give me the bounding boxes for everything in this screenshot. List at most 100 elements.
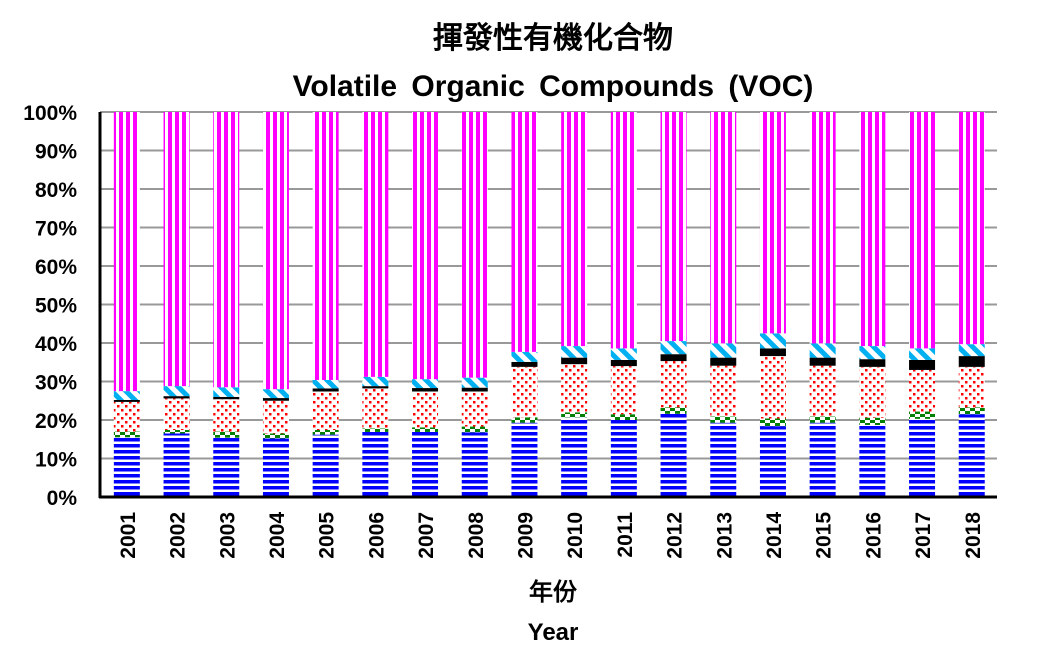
bar-segment-2009-series-5 <box>511 351 538 362</box>
y-tick-label: 90% <box>35 141 77 164</box>
bar-segment-2011-series-5 <box>610 348 637 360</box>
bar-segment-2009-series-2 <box>511 417 538 423</box>
bar-segment-2014-series-1 <box>759 426 786 497</box>
bar-segment-2002-series-6 <box>163 112 190 387</box>
x-tick-label: 2017 <box>912 512 935 559</box>
x-axis-title: 年份 <box>529 578 578 606</box>
bar-segment-2010-series-2 <box>561 412 588 418</box>
bar-segment-2005-series-6 <box>312 112 339 380</box>
bar-segment-2006-series-1 <box>362 431 389 497</box>
x-tick-label: 2003 <box>216 512 239 559</box>
bar-segment-2007-series-2 <box>412 427 439 432</box>
bar-segment-2015-series-1 <box>809 422 836 497</box>
x-tick-label: 2007 <box>415 512 438 559</box>
bar-segment-2007-series-4 <box>412 388 439 392</box>
bar-segment-2014-series-4 <box>759 348 786 357</box>
x-tick-label: 2002 <box>167 512 190 559</box>
y-tick-label: 20% <box>35 410 77 433</box>
x-tick-label: 2018 <box>962 512 985 559</box>
bar-segment-2001-series-5 <box>113 391 140 400</box>
bar-segment-2004-series-2 <box>262 433 289 439</box>
bar-segment-2014-series-5 <box>759 333 786 349</box>
y-tick-label: 30% <box>35 372 77 395</box>
bar-segment-2006-series-5 <box>362 376 389 387</box>
y-tick-label: 60% <box>35 256 77 279</box>
x-tick-label: 2015 <box>813 512 836 559</box>
bar-segment-2002-series-5 <box>163 386 190 397</box>
bar-segment-2007-series-6 <box>412 112 439 380</box>
bar-segment-2017-series-1 <box>909 418 936 497</box>
bar-segment-2005-series-3 <box>312 391 339 431</box>
y-tick-label: 50% <box>35 295 77 318</box>
bar-segment-2012-series-4 <box>660 354 687 362</box>
bar-segment-2010-series-6 <box>561 112 588 347</box>
x-tick-label: 2005 <box>316 512 339 559</box>
bar-segment-2018-series-5 <box>958 344 985 357</box>
bar-segment-2016-series-1 <box>859 425 886 497</box>
x-tick-label: 2011 <box>614 512 637 558</box>
bar-segment-2009-series-3 <box>511 366 538 418</box>
bar-segment-2008-series-6 <box>461 112 488 378</box>
bar-segment-2012-series-1 <box>660 413 687 497</box>
bar-segment-2017-series-6 <box>909 112 936 349</box>
bar-segment-2014-series-2 <box>759 418 786 427</box>
bar-segment-2003-series-6 <box>213 112 240 388</box>
bar-segment-2011-series-4 <box>610 359 637 367</box>
bar-segment-2004-series-5 <box>262 389 289 399</box>
bar-segment-2010-series-4 <box>561 357 588 365</box>
bar-segment-2005-series-4 <box>312 388 339 392</box>
bar-segment-2018-series-4 <box>958 356 985 367</box>
bar-segment-2004-series-3 <box>262 400 289 434</box>
y-tick-label: 80% <box>35 179 77 202</box>
bar-segment-2011-series-2 <box>610 414 637 420</box>
bar-segment-2011-series-3 <box>610 366 637 415</box>
bar-segment-2012-series-5 <box>660 341 687 355</box>
bar-segment-2011-series-1 <box>610 420 637 497</box>
bar-segment-2016-series-5 <box>859 346 886 360</box>
bar-segment-2004-series-1 <box>262 438 289 497</box>
bar-segment-2012-series-6 <box>660 112 687 342</box>
x-axis-ticks: 2001 2002 2003 2004 2005 2006 2007 2008 2009 2010… <box>117 512 985 559</box>
bar-segment-2002-series-1 <box>163 433 190 497</box>
bar-segment-2017-series-3 <box>909 369 936 412</box>
bar-segment-2007-series-1 <box>412 431 439 497</box>
y-tick-label: 10% <box>35 449 77 472</box>
y-tick-label: 40% <box>35 333 77 356</box>
bars <box>113 112 985 497</box>
bar-segment-2002-series-4 <box>163 396 190 399</box>
x-tick-label: 2008 <box>465 512 488 559</box>
bar-segment-2001-series-3 <box>113 401 140 432</box>
bar-segment-2004-series-4 <box>262 398 289 401</box>
bar-segment-2009-series-6 <box>511 112 538 352</box>
bar-segment-2008-series-5 <box>461 377 488 388</box>
bar-segment-2018-series-6 <box>958 112 985 345</box>
x-tick-label: 2001 <box>117 512 140 559</box>
bar-segment-2003-series-2 <box>213 431 240 438</box>
bar-segment-2018-series-3 <box>958 366 985 408</box>
y-tick-label: 100% <box>23 102 77 125</box>
bar-segment-2018-series-1 <box>958 414 985 497</box>
bar-segment-2017-series-5 <box>909 348 936 360</box>
x-tick-label: 2006 <box>365 512 388 559</box>
bar-segment-2015-series-2 <box>809 416 836 423</box>
bar-segment-2001-series-2 <box>113 431 140 438</box>
gridlines <box>100 111 997 460</box>
bar-segment-2001-series-4 <box>113 399 140 402</box>
bar-segment-2003-series-3 <box>213 399 240 432</box>
bar-segment-2004-series-6 <box>262 112 289 390</box>
bar-segment-2010-series-5 <box>561 346 588 358</box>
chart-title: 揮發性有機化合物 <box>433 21 673 55</box>
bar-segment-2010-series-3 <box>561 364 588 413</box>
bar-segment-2013-series-3 <box>710 365 737 417</box>
bar-segment-2016-series-6 <box>859 112 886 347</box>
bar-segment-2011-series-6 <box>610 112 637 349</box>
bar-segment-2015-series-5 <box>809 343 836 358</box>
bar-segment-2009-series-1 <box>511 422 538 497</box>
bar-segment-2012-series-2 <box>660 407 687 414</box>
bar-segment-2003-series-4 <box>213 396 240 400</box>
bar-segment-2013-series-6 <box>710 112 737 344</box>
bar-segment-2008-series-1 <box>461 432 488 497</box>
bar-segment-2006-series-3 <box>362 388 389 429</box>
x-tick-label: 2004 <box>266 512 289 559</box>
